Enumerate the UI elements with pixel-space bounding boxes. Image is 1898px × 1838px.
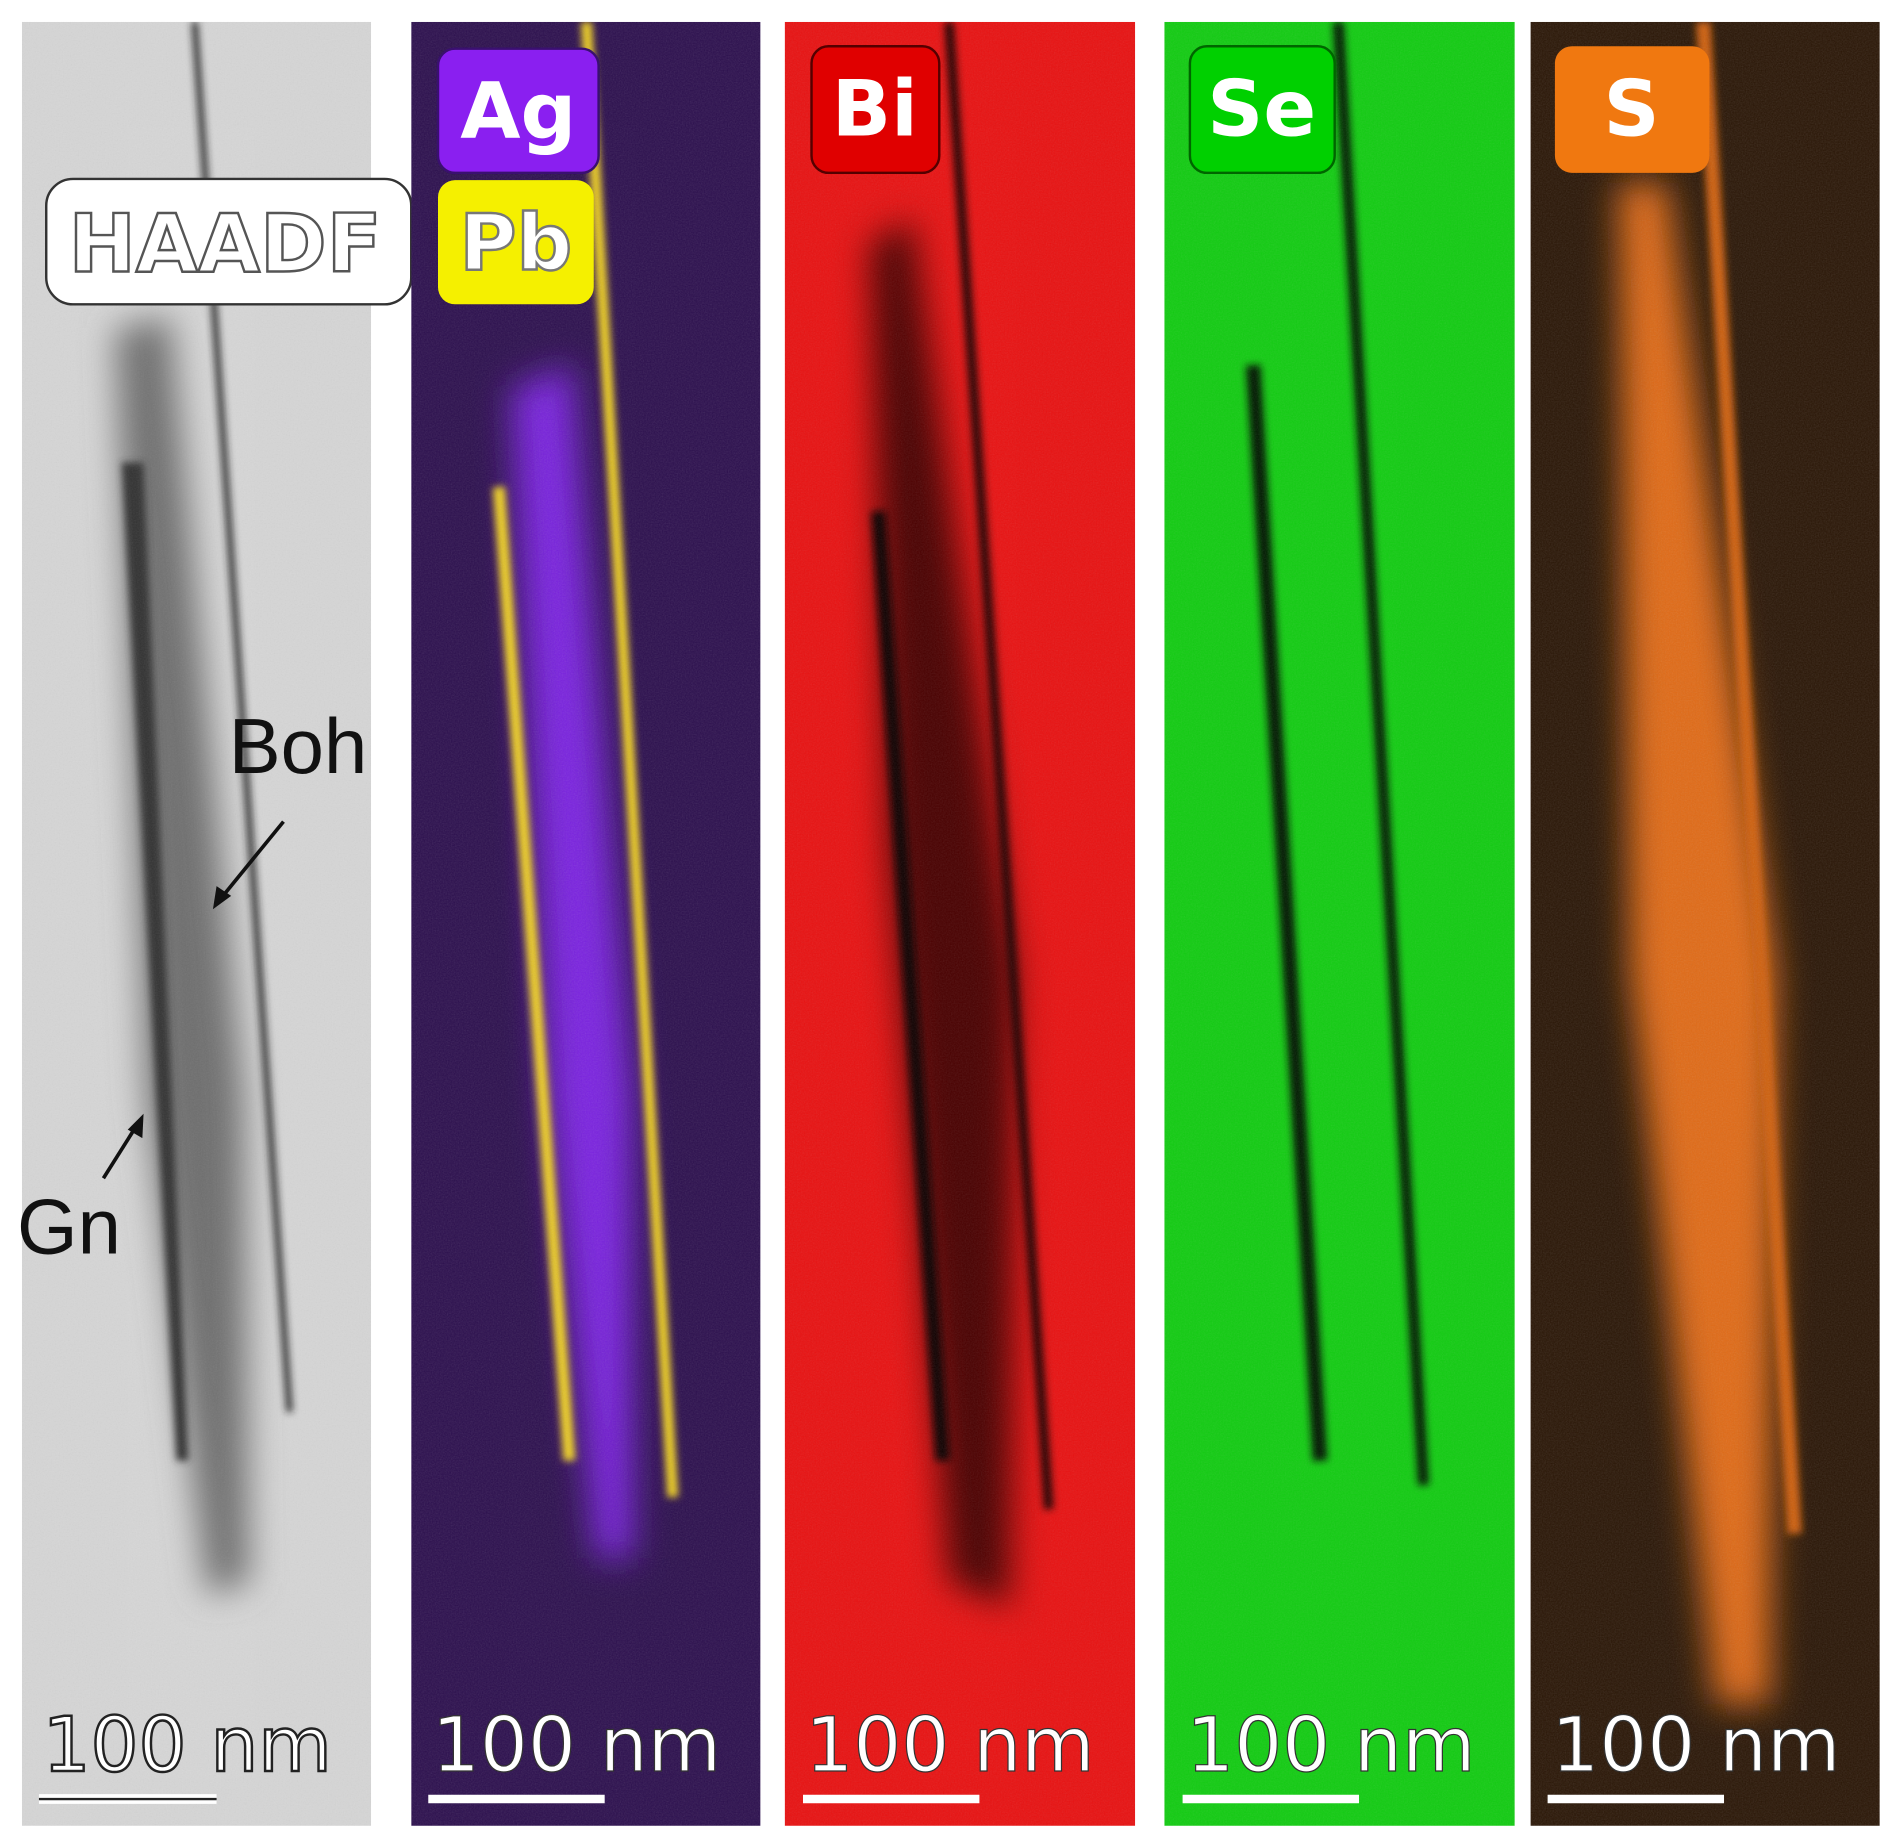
- scale-bar-label: 100 nm: [43, 1701, 332, 1789]
- se-panel: [1164, 21, 1515, 1826]
- label-box: [438, 180, 594, 305]
- scale-bar-label: 100 nm: [805, 1701, 1094, 1789]
- s-panel: [1530, 21, 1880, 1826]
- annotation: Gn: [17, 1183, 121, 1271]
- label-box: [436, 47, 600, 175]
- panel-label: Ag: [460, 67, 576, 157]
- panel-label: Pb: [459, 198, 572, 288]
- panel-label: S: [1604, 65, 1660, 155]
- scale-bar-label: 100 nm: [1551, 1701, 1840, 1789]
- bi-panel: [784, 21, 1136, 1826]
- arrow-head: [212, 886, 232, 910]
- panel-label: HAADF: [69, 196, 382, 290]
- arrow-head: [127, 1113, 144, 1139]
- panel-label: Se: [1207, 65, 1316, 155]
- ag-pb-panel: [411, 21, 761, 1826]
- panel-label: Bi: [832, 65, 918, 155]
- arrow: [217, 820, 285, 902]
- scale-bar-label: 100 nm: [1186, 1701, 1475, 1789]
- annotation: Boh: [229, 702, 368, 790]
- label-box: [810, 45, 941, 175]
- label-box: [1554, 46, 1710, 173]
- scale-bar-label: 100 nm: [432, 1701, 721, 1789]
- label-box: [1188, 45, 1336, 175]
